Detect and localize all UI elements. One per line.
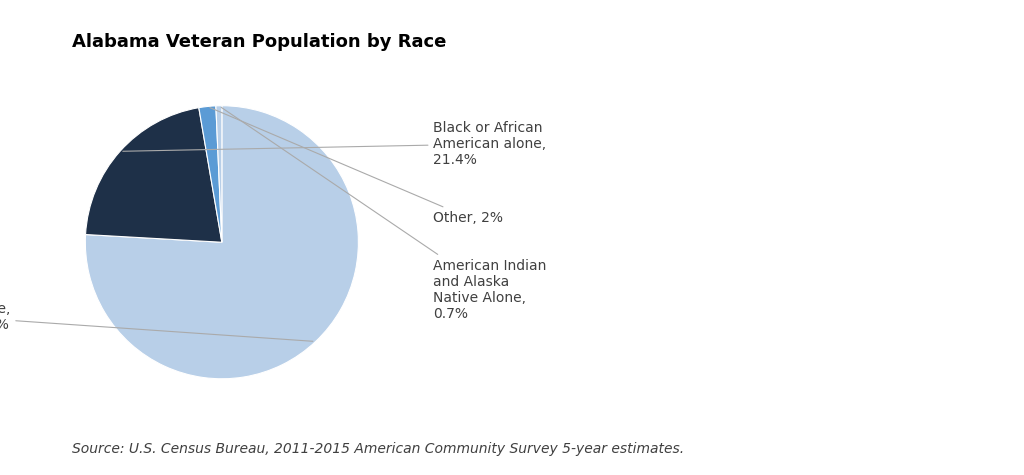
Wedge shape bbox=[86, 108, 222, 242]
Text: White alone,
75.9%: White alone, 75.9% bbox=[0, 302, 313, 342]
Text: Other, 2%: Other, 2% bbox=[210, 107, 504, 225]
Text: Alabama Veteran Population by Race: Alabama Veteran Population by Race bbox=[72, 33, 446, 51]
Text: Source: U.S. Census Bureau, 2011-2015 American Community Survey 5-year estimates: Source: U.S. Census Bureau, 2011-2015 Am… bbox=[72, 442, 684, 456]
Wedge shape bbox=[216, 106, 222, 242]
Wedge shape bbox=[199, 106, 222, 242]
Text: Black or African
American alone,
21.4%: Black or African American alone, 21.4% bbox=[123, 121, 547, 167]
Wedge shape bbox=[85, 106, 358, 379]
Text: American Indian
and Alaska
Native Alone,
0.7%: American Indian and Alaska Native Alone,… bbox=[221, 107, 547, 321]
